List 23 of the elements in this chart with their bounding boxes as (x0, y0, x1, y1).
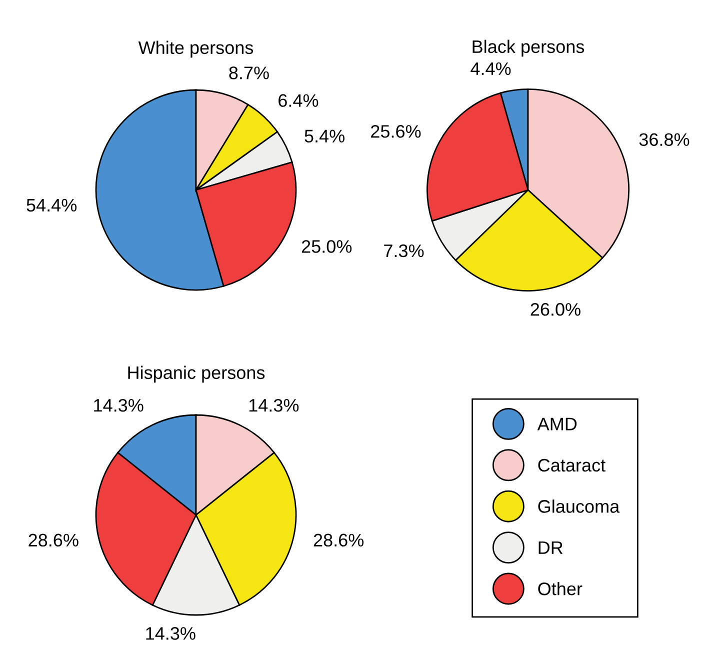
chart-title: Hispanic persons (128, 366, 265, 383)
legend-label: DR (538, 541, 563, 554)
data-label: 8.7% (229, 66, 269, 80)
legend-label: Glaucoma (538, 500, 620, 513)
data-label: 14.3% (94, 398, 144, 412)
data-label: 14.3% (249, 398, 299, 412)
data-label: 7.3% (384, 244, 424, 258)
data-label: 6.4% (278, 94, 318, 107)
data-label: 28.6% (314, 534, 364, 547)
data-label: 36.8% (639, 133, 690, 146)
data-label: 54.4% (26, 198, 77, 212)
legend-label: Cataract (538, 458, 606, 472)
data-label: 26.0% (530, 303, 580, 316)
data-label: 25.6% (371, 125, 421, 138)
data-label: 14.3% (146, 627, 196, 640)
legend-label: AMD (537, 418, 577, 430)
chart-title: Black persons (472, 40, 584, 57)
chart-title: White persons (138, 40, 254, 58)
legend-label: Other (538, 582, 582, 596)
data-label: 25.0% (302, 240, 352, 253)
data-label: 5.4% (304, 130, 344, 143)
data-label: 4.4% (470, 62, 511, 75)
data-label: 28.6% (28, 534, 78, 547)
